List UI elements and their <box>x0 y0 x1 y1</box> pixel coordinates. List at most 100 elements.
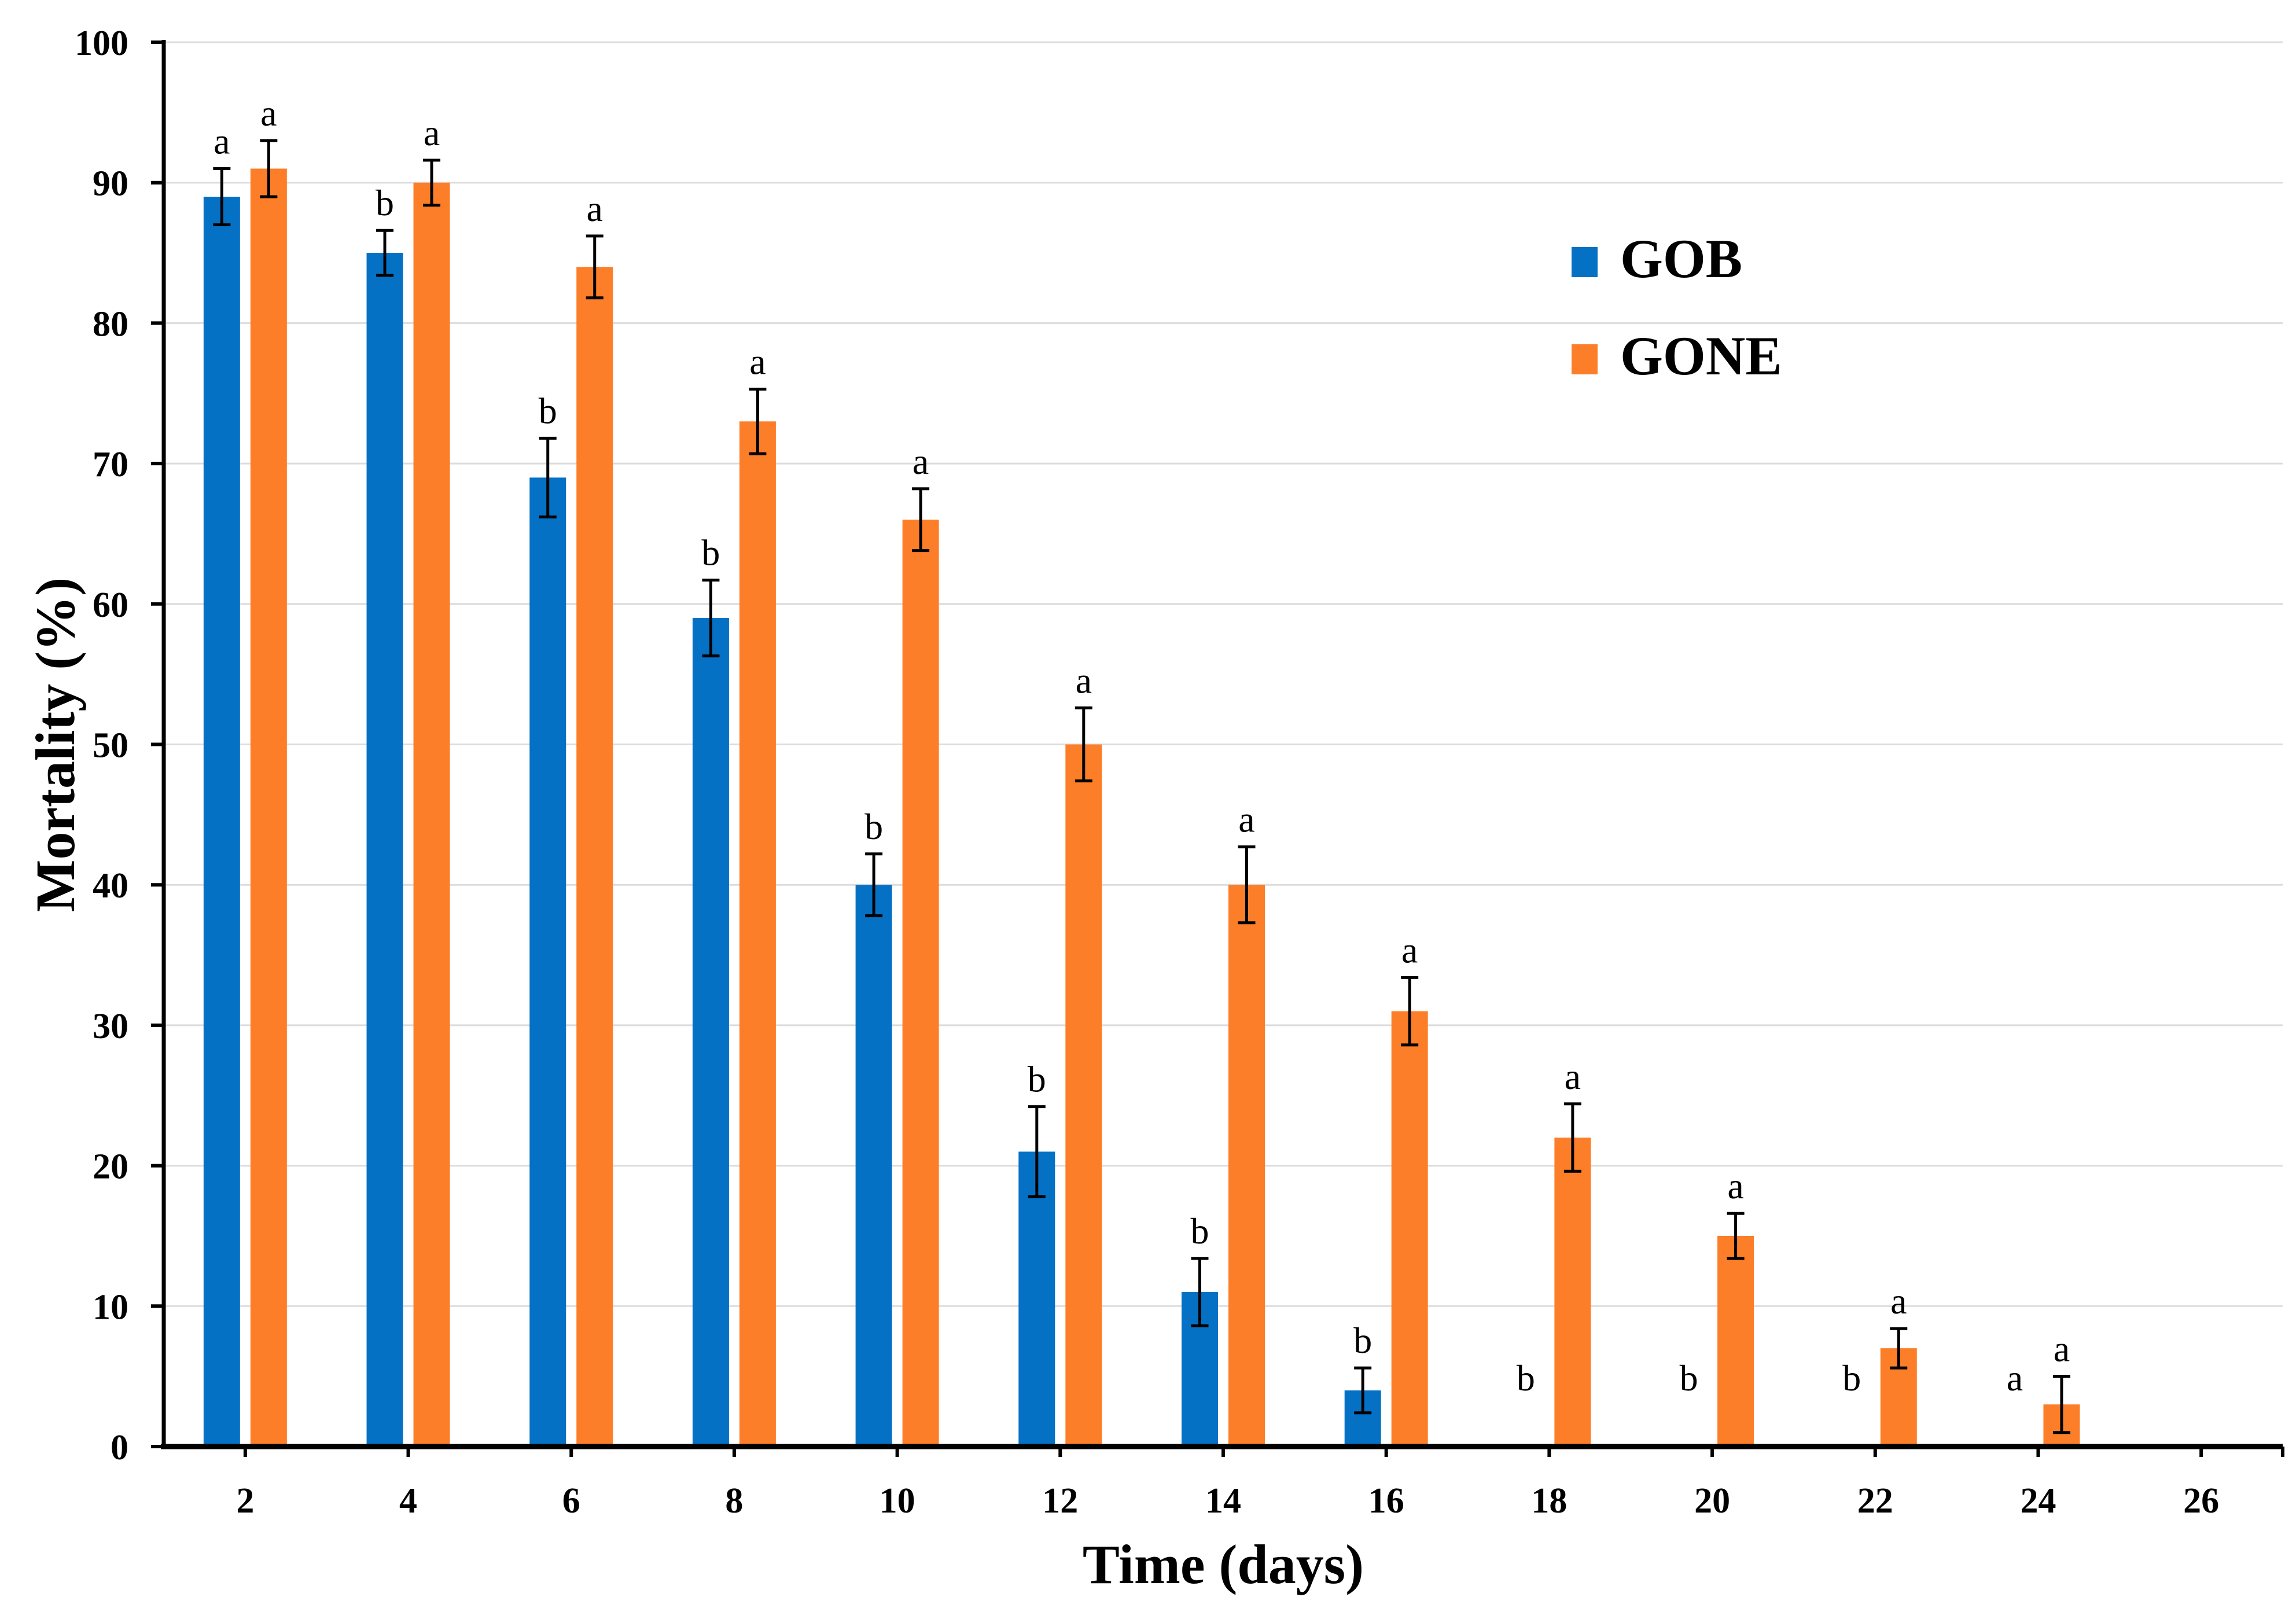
x-tick-label-8: 8 <box>725 1481 743 1521</box>
error-bar-gob-day10 <box>865 852 883 918</box>
y-tick-label-80: 80 <box>93 304 128 344</box>
sig-letter-gob-day20: b <box>1680 1357 1698 1399</box>
x-tick-label-26: 26 <box>2183 1481 2219 1521</box>
sig-letter-gob-day14: b <box>1191 1210 1209 1252</box>
x-tick-label-4: 4 <box>399 1481 417 1521</box>
error-bar-gob-day12 <box>1028 1105 1046 1198</box>
axes-layer <box>151 40 2284 1457</box>
legend-swatch-gob <box>1572 247 1598 277</box>
sig-letter-gob-day16: b <box>1353 1320 1372 1361</box>
bar-gone-day16 <box>1391 1011 1428 1447</box>
error-bar-gone-day4 <box>423 159 441 207</box>
bar-gob-day12 <box>1018 1151 1055 1447</box>
sig-letter-gob-day24: a <box>2007 1357 2023 1399</box>
x-tick-label-18: 18 <box>1531 1481 1567 1521</box>
x-tick-label-22: 22 <box>1857 1481 1893 1521</box>
bar-gone-day4 <box>413 182 450 1447</box>
sig-letter-gob-day2: a <box>214 120 230 161</box>
y-tick-label-50: 50 <box>93 726 128 766</box>
y-tick-label-90: 90 <box>93 164 128 204</box>
error-bar-gone-day8 <box>749 387 767 455</box>
bar-gone-day2 <box>250 168 287 1447</box>
bar-gone-day14 <box>1228 885 1265 1447</box>
y-tick-label-70: 70 <box>93 445 128 484</box>
y-tick-label-10: 10 <box>93 1287 128 1327</box>
sig-letter-gone-day18: a <box>1565 1056 1581 1097</box>
legend-item-gone: GONE <box>1572 325 1782 387</box>
error-bar-gone-day14 <box>1238 845 1256 925</box>
y-tick-label-60: 60 <box>93 586 128 625</box>
gridlines-layer <box>164 41 2283 1307</box>
sig-letter-gone-day22: a <box>1890 1280 1907 1322</box>
x-tick-label-10: 10 <box>880 1481 915 1521</box>
sig-letter-gone-day6: a <box>587 188 603 229</box>
x-tick-label-16: 16 <box>1368 1481 1404 1521</box>
legend-label-gone: GONE <box>1620 325 1782 387</box>
bar-gob-day10 <box>855 885 892 1447</box>
bar-gone-day8 <box>739 421 776 1447</box>
sig-letter-gob-day6: b <box>539 390 557 431</box>
sig-letter-gone-day8: a <box>749 341 766 382</box>
x-tick-label-20: 20 <box>1694 1481 1730 1521</box>
sig-letter-gob-day8: b <box>701 532 720 573</box>
legend-swatch-gone <box>1572 344 1598 374</box>
error-bar-gob-day14 <box>1191 1257 1209 1327</box>
bar-gone-day18 <box>1554 1138 1591 1447</box>
bars-layer <box>203 168 2080 1447</box>
error-bar-gone-day12 <box>1075 706 1092 783</box>
bar-gob-day2 <box>203 196 240 1447</box>
sig-letter-gob-day22: b <box>1842 1357 1861 1399</box>
error-bar-gone-day10 <box>912 487 930 553</box>
error-bar-gone-day18 <box>1563 1102 1581 1173</box>
sig-letter-gone-day12: a <box>1076 660 1092 701</box>
error-bar-gob-day6 <box>539 436 557 518</box>
sig-letter-gob-day10: b <box>864 806 883 847</box>
y-tick-label-40: 40 <box>93 866 128 906</box>
error-bar-gob-day8 <box>702 579 720 658</box>
error-bar-gob-day4 <box>376 229 394 277</box>
bar-gob-day8 <box>692 618 729 1447</box>
error-bar-gone-day16 <box>1401 976 1419 1047</box>
sig-letter-gone-day2: a <box>260 93 277 134</box>
sig-letter-gone-day10: a <box>912 441 929 482</box>
error-bar-gob-day16 <box>1354 1366 1372 1415</box>
bar-gone-day12 <box>1065 744 1102 1447</box>
error-bars-layer <box>213 139 2070 1434</box>
legend-label-gob: GOB <box>1620 228 1742 289</box>
error-bar-gone-day24 <box>2052 1375 2070 1434</box>
bar-gone-day6 <box>576 267 613 1447</box>
y-tick-label-30: 30 <box>93 1007 128 1046</box>
bar-gob-day6 <box>529 477 566 1447</box>
sig-letter-gob-day4: b <box>376 182 394 223</box>
sig-letter-gone-day14: a <box>1238 799 1254 840</box>
error-bar-gone-day22 <box>1890 1327 1908 1370</box>
error-bar-gone-day2 <box>260 139 278 198</box>
x-tick-label-12: 12 <box>1042 1481 1078 1521</box>
x-tick-label-24: 24 <box>2020 1481 2056 1521</box>
error-bar-gone-day20 <box>1727 1212 1745 1260</box>
sig-letter-gone-day4: a <box>424 112 440 153</box>
sig-letter-gone-day20: a <box>1727 1165 1743 1206</box>
legend: GOB GONE <box>1572 228 1782 387</box>
bar-gone-day20 <box>1717 1235 1754 1447</box>
x-tick-label-2: 2 <box>236 1481 254 1521</box>
y-tick-label-100: 100 <box>75 24 128 63</box>
y-tick-label-0: 0 <box>111 1428 128 1467</box>
x-tick-label-6: 6 <box>562 1481 580 1521</box>
legend-item-gob: GOB <box>1572 228 1742 289</box>
sig-letter-gone-day24: a <box>2054 1329 2070 1370</box>
x-axis-title: Time (days) <box>1083 1533 1364 1595</box>
error-bar-gone-day6 <box>586 234 604 300</box>
y-axis-title: Mortality (%) <box>24 577 86 912</box>
error-bar-gob-day2 <box>213 167 231 227</box>
bar-gone-day10 <box>902 520 939 1447</box>
x-tick-label-14: 14 <box>1205 1481 1241 1521</box>
sig-letter-gob-day18: b <box>1517 1357 1535 1399</box>
y-tick-label-20: 20 <box>93 1147 128 1187</box>
sig-letter-gob-day12: b <box>1028 1059 1046 1100</box>
